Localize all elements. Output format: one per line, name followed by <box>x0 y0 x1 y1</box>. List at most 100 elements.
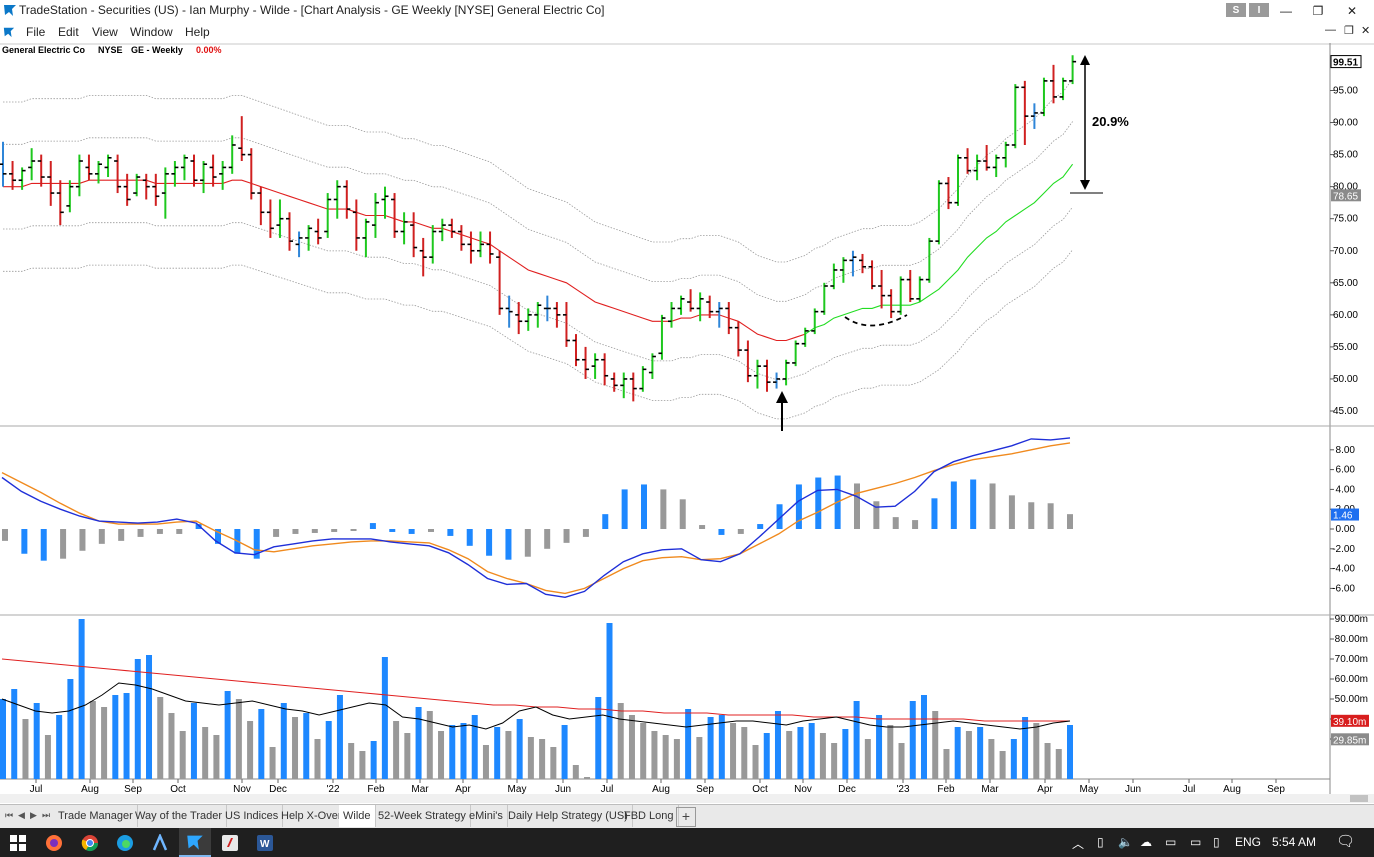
restore-button[interactable]: ❐ <box>1312 3 1324 18</box>
volume-bar <box>89 701 96 779</box>
tray-chevron-icon[interactable]: ︿ <box>1072 837 1085 851</box>
time-tick-label: '23 <box>896 784 909 795</box>
price-bars <box>0 55 1077 402</box>
macd-axis: 8.006.004.002.000.00-2.00-4.00-6.001.46 <box>1330 445 1359 594</box>
volume-bar <box>572 765 579 779</box>
price-envelope-bands <box>3 78 1073 420</box>
macd-histogram-bar <box>466 529 473 546</box>
title-bar: TradeStation - Securities (US) - Ian Mur… <box>0 0 1374 21</box>
tray-device-icon[interactable]: ▯ <box>1097 835 1104 849</box>
add-tab-button[interactable]: + <box>676 807 696 827</box>
network-icon[interactable]: ▭ <box>1165 835 1177 849</box>
menu-file[interactable]: File <box>26 25 46 39</box>
display-icon[interactable]: ▭ <box>1190 835 1202 849</box>
workspace-tab-strip: ⏮ ◀ ▶ ⏭ Trade Manager Way of the Trader … <box>0 804 1374 828</box>
volume-bar <box>617 703 624 779</box>
usb-icon[interactable]: ▯ <box>1213 835 1220 849</box>
language-indicator[interactable]: ENG <box>1235 835 1262 849</box>
chrome-icon[interactable] <box>80 833 100 853</box>
time-tick-label: Aug <box>652 784 670 795</box>
horizontal-scrollbar[interactable] <box>0 794 1374 803</box>
time-tick-label: Oct <box>170 784 186 795</box>
volume-bar <box>977 727 984 779</box>
time-tick-label: May <box>1080 784 1099 795</box>
volume-bar <box>999 751 1006 779</box>
clock[interactable]: 5:54 AM <box>1272 835 1317 849</box>
tab-prev-icon[interactable]: ◀ <box>18 810 25 820</box>
volume-bar <box>336 695 343 779</box>
tab-52-week-strategy[interactable]: 52-Week Strategy <box>374 805 471 827</box>
tab-wilde[interactable]: Wilde <box>339 805 376 827</box>
chart-analysis-window[interactable]: General Electric Co NYSE GE - Weekly 0.0… <box>0 43 1374 801</box>
app-icon[interactable] <box>150 833 170 853</box>
chart-canvas[interactable]: General Electric Co NYSE GE - Weekly 0.0… <box>0 43 1374 801</box>
volume-icon[interactable]: 🔈 <box>1118 835 1133 849</box>
tab-last-icon[interactable]: ⏭ <box>42 810 51 820</box>
volume-tick-label: 60.00m <box>1335 674 1368 685</box>
minimize-button[interactable]: — <box>1280 3 1292 18</box>
time-tick-label: Feb <box>367 784 385 795</box>
tab-fbd-long[interactable]: FBD Long <box>620 805 679 827</box>
macd-histogram-bar <box>892 517 899 529</box>
window-title: TradeStation - Securities (US) - Ian Mur… <box>19 3 605 17</box>
close-button[interactable]: ✕ <box>1346 3 1358 18</box>
volume-bar <box>954 727 961 779</box>
s-button[interactable]: S <box>1226 3 1246 17</box>
time-tick-label: Jul <box>1183 784 1196 795</box>
volume-bar <box>516 719 523 779</box>
volume-bar <box>415 707 422 779</box>
macd-histogram-bar <box>660 489 667 529</box>
macd-histogram-bar <box>621 489 628 529</box>
menu-edit[interactable]: Edit <box>58 25 79 39</box>
tab-eminis[interactable]: eMini's <box>465 805 508 827</box>
price-tick-label: 70.00 <box>1333 246 1358 257</box>
word-icon[interactable]: W <box>255 833 275 853</box>
time-tick-label: Feb <box>937 784 955 795</box>
volume-tick-label: 90.00m <box>1335 614 1368 625</box>
tab-daily-help-strategy[interactable]: Daily Help Strategy (US) <box>504 805 633 827</box>
volume-bar <box>381 657 388 779</box>
menu-view[interactable]: View <box>92 25 118 39</box>
tab-trade-manager[interactable]: Trade Manager <box>54 805 138 827</box>
time-tick-label: Jul <box>30 784 43 795</box>
scroll-thumb[interactable] <box>1350 795 1368 802</box>
tab-help-x-over[interactable]: Help X-Over <box>277 805 347 827</box>
tab-way-of-the-trader[interactable]: Way of the Trader <box>131 805 228 827</box>
cloud-icon[interactable]: ☁ <box>1140 835 1152 849</box>
tab-us-indices[interactable]: US Indices <box>221 805 284 827</box>
volume-bar <box>471 715 478 779</box>
tradestation-small-icon[interactable] <box>3 26 15 38</box>
macd-histogram-bar <box>679 499 686 529</box>
price-tick-label: 55.00 <box>1333 342 1358 353</box>
price-tick-label: 45.00 <box>1333 406 1358 417</box>
volume-bar <box>673 739 680 779</box>
volume-avg-tag <box>1331 714 1369 727</box>
macd-histogram-bar <box>98 529 105 544</box>
volume-bar <box>595 697 602 779</box>
tab-next-icon[interactable]: ▶ <box>30 810 37 820</box>
menu-window[interactable]: Window <box>130 25 173 39</box>
price-tick-label: 75.00 <box>1333 214 1358 225</box>
tradestation-taskbar-icon[interactable] <box>179 828 211 857</box>
macd-histogram-bar <box>176 529 183 534</box>
child-restore-button[interactable]: ❐ <box>1344 25 1354 37</box>
macd-histogram-bar <box>311 529 318 533</box>
volume-bar <box>449 725 456 779</box>
edge-icon[interactable] <box>115 833 135 853</box>
volume-bar <box>786 731 793 779</box>
notifications-icon[interactable]: 🗨 <box>1336 833 1356 850</box>
time-tick-label: Aug <box>1223 784 1241 795</box>
volume-bar <box>887 725 894 779</box>
macd-histogram-bar <box>737 529 744 534</box>
i-button[interactable]: I <box>1249 3 1269 17</box>
macd-histogram-bar <box>563 529 570 543</box>
time-tick-label: Nov <box>233 784 251 795</box>
windows-start-icon[interactable] <box>8 833 28 853</box>
child-minimize-button[interactable]: — <box>1325 24 1336 36</box>
app2-icon[interactable] <box>220 833 240 853</box>
menu-help[interactable]: Help <box>185 25 210 39</box>
firefox-icon[interactable] <box>44 833 64 853</box>
tab-first-icon[interactable]: ⏮ <box>5 810 14 820</box>
child-close-button[interactable]: ✕ <box>1361 25 1371 37</box>
volume-bar <box>314 739 321 779</box>
